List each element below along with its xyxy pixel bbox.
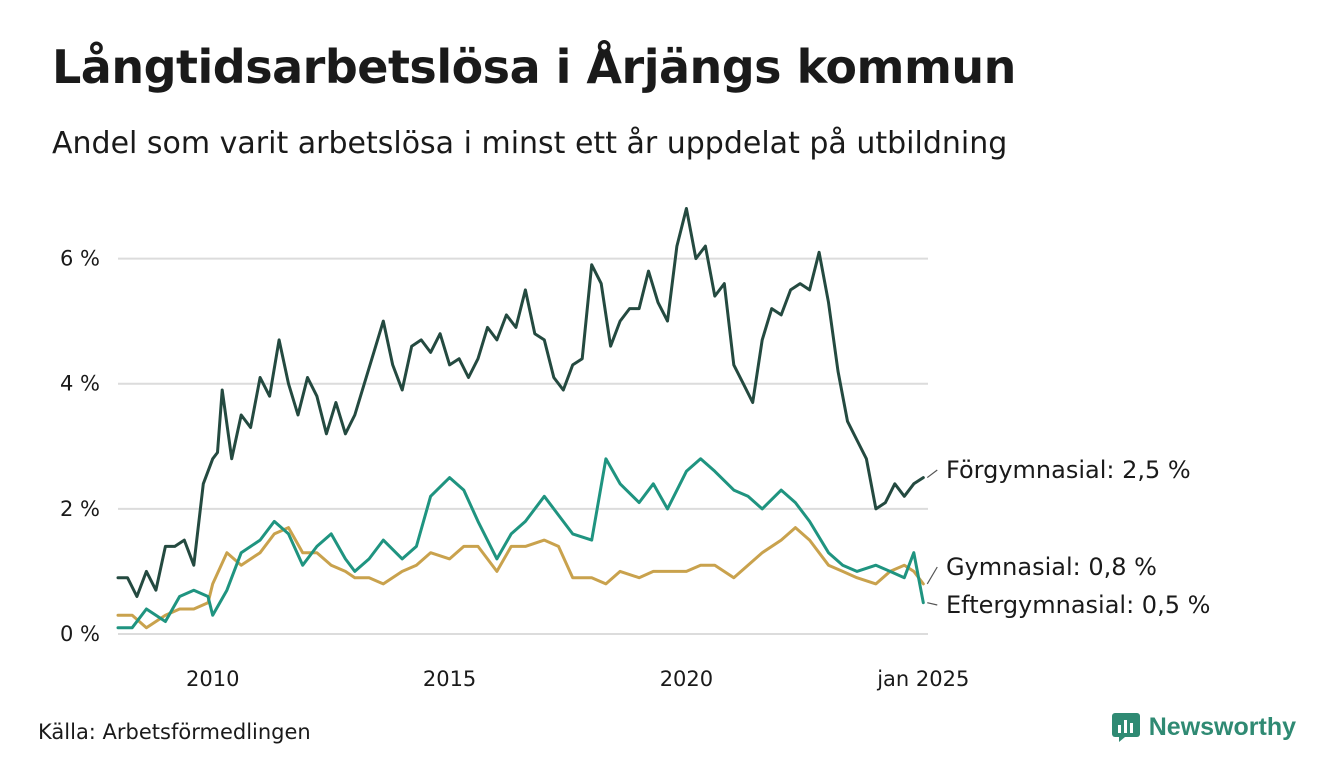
y-axis-ticks: 0 % 2 % 4 % 6 % (60, 247, 100, 646)
brand-name: Newsworthy (1148, 712, 1296, 741)
series-labels: Förgymnasial: 2,5 % Gymnasial: 0,8 % Efter… (926, 456, 1210, 619)
y-tick-label: 4 % (60, 372, 100, 396)
gridlines (118, 257, 928, 635)
series-label-förgymnasial: Förgymnasial: 2,5 % (946, 456, 1191, 484)
brand-logo: Newsworthy (1111, 712, 1296, 742)
x-axis-ticks: 2010 2015 2020 jan 2025 (186, 667, 969, 691)
bar-chart-icon (1111, 713, 1140, 742)
x-tick-label: 2015 (423, 667, 476, 691)
series-lines (116, 207, 925, 630)
y-tick-label: 0 % (60, 622, 100, 646)
series-label-gymnasial: Gymnasial: 0,8 % (946, 553, 1157, 581)
series-line-förgymnasial (116, 207, 925, 598)
x-tick-label: jan 2025 (876, 667, 969, 691)
series-label-eftergymnasial: Eftergymnasial: 0,5 % (946, 591, 1210, 619)
series-line-eftergymnasial (116, 457, 925, 630)
chart-title: Långtidsarbetslösa i Årjängs kommun (52, 40, 1016, 94)
y-tick-label: 2 % (60, 497, 100, 521)
label-connector (927, 602, 938, 606)
source-note: Källa: Arbetsförmedlingen (38, 720, 311, 744)
series-line-gymnasial (116, 526, 925, 630)
label-connector (926, 566, 938, 585)
chart-subtitle: Andel som varit arbetslösa i minst ett å… (52, 126, 1008, 161)
x-tick-label: 2010 (186, 667, 239, 691)
label-connector (926, 469, 938, 479)
x-tick-label: 2020 (660, 667, 713, 691)
y-tick-label: 6 % (60, 247, 100, 271)
